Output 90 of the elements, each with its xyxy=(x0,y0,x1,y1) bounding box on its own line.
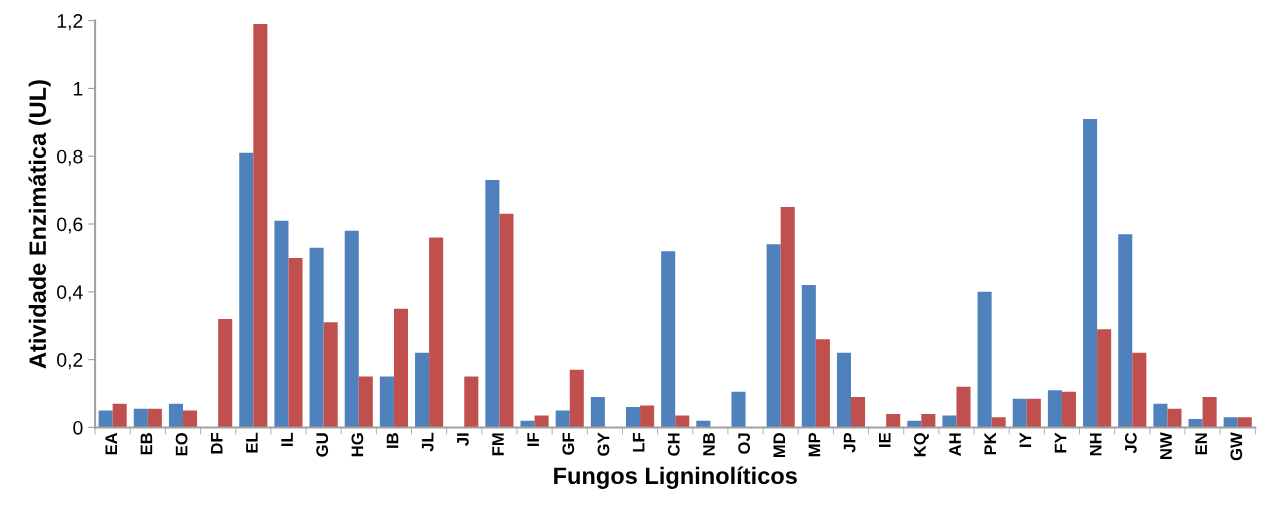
bar xyxy=(731,391,746,428)
bar xyxy=(133,408,148,428)
x-tick-label: KQ xyxy=(913,433,929,457)
x-tick-label: JC xyxy=(1124,432,1137,454)
x-tick-label: JL xyxy=(421,432,434,452)
x-tick-label: OJ xyxy=(738,433,750,454)
y-tick-label: 0,4 xyxy=(57,285,83,302)
bar xyxy=(1083,118,1098,428)
bar xyxy=(112,403,127,428)
x-tick-label: NW xyxy=(1160,432,1172,459)
x-tick-label: LF xyxy=(632,432,645,452)
bar xyxy=(1012,398,1027,428)
bar xyxy=(1167,408,1182,428)
x-tick-label: NB xyxy=(703,433,715,456)
bar xyxy=(344,230,359,428)
bar xyxy=(1061,391,1077,428)
bar xyxy=(815,339,830,428)
y-tick-label: 1,2 xyxy=(57,14,83,31)
bar xyxy=(1047,390,1062,428)
bar xyxy=(1202,396,1217,428)
bar xyxy=(464,376,479,428)
x-tick-label: EN xyxy=(1195,433,1207,455)
bar xyxy=(288,257,303,428)
bar xyxy=(661,251,676,428)
x-tick-label: FM xyxy=(492,433,504,456)
x-axis-title: Fungos Ligninolíticos xyxy=(554,466,797,489)
bar xyxy=(253,23,268,428)
bar xyxy=(218,318,233,428)
x-tick-label: EA xyxy=(105,432,117,455)
bar xyxy=(1118,234,1133,428)
bar xyxy=(836,352,851,428)
bar xyxy=(801,285,816,428)
x-tick-label: HG xyxy=(351,433,364,457)
x-tick-label: JI xyxy=(457,433,469,446)
bar xyxy=(485,179,500,428)
y-tick-label: 0,6 xyxy=(57,217,83,234)
bar xyxy=(1026,398,1041,428)
x-tick-label: MD xyxy=(773,433,785,458)
bar xyxy=(415,352,430,428)
bar xyxy=(555,410,570,428)
x-tick-label: IB xyxy=(386,433,399,448)
x-tick-label: AH xyxy=(949,433,961,456)
bar xyxy=(98,410,113,428)
bar xyxy=(1132,352,1147,428)
bar xyxy=(499,213,514,428)
bar xyxy=(358,376,373,428)
bar xyxy=(147,408,162,428)
x-tick-label: DF xyxy=(211,432,223,454)
x-tick-label: EL xyxy=(246,432,258,453)
bar xyxy=(379,376,394,428)
bar xyxy=(239,152,254,428)
x-tick-label: IL xyxy=(281,432,293,447)
y-tick-label: 1 xyxy=(73,82,83,96)
x-tick-label: NH xyxy=(1089,433,1102,456)
bar xyxy=(625,407,641,428)
bar xyxy=(274,220,289,428)
x-tick-label: GY xyxy=(597,432,610,456)
bar xyxy=(323,322,338,428)
x-tick-label: CH xyxy=(667,433,680,456)
bar xyxy=(977,291,992,428)
bar xyxy=(168,403,183,428)
x-tick-label: MP xyxy=(808,432,821,457)
bar xyxy=(766,244,781,428)
x-tick-label: GU xyxy=(316,433,329,457)
x-tick-label: IE xyxy=(879,432,891,447)
bar xyxy=(1097,329,1112,428)
x-tick-label: IY xyxy=(1019,432,1032,447)
x-tick-label: PK xyxy=(984,432,996,455)
x-tick-label: GF xyxy=(562,432,575,455)
y-axis-title: Atividade Enzimática (UL) xyxy=(28,80,51,369)
x-tick-label: IF xyxy=(527,432,539,447)
bar xyxy=(569,369,584,428)
y-tick-label: 0 xyxy=(73,420,83,435)
x-tick-label: FY xyxy=(1054,432,1067,453)
bar xyxy=(851,396,866,428)
x-tick-label: EB xyxy=(140,433,153,455)
x-tick-label: EO xyxy=(175,433,188,456)
y-tick-label: 0,2 xyxy=(57,353,83,370)
bar xyxy=(956,386,971,428)
bar xyxy=(640,405,655,428)
bar xyxy=(429,237,444,428)
bar xyxy=(780,207,795,428)
bar xyxy=(1153,403,1168,428)
y-tick-label: 0,8 xyxy=(57,149,83,166)
bar xyxy=(393,308,409,428)
bar xyxy=(309,247,324,428)
x-tick-label: JP xyxy=(843,432,856,453)
bar xyxy=(183,410,198,428)
bar xyxy=(590,396,605,428)
x-tick-label: GW xyxy=(1230,432,1243,461)
